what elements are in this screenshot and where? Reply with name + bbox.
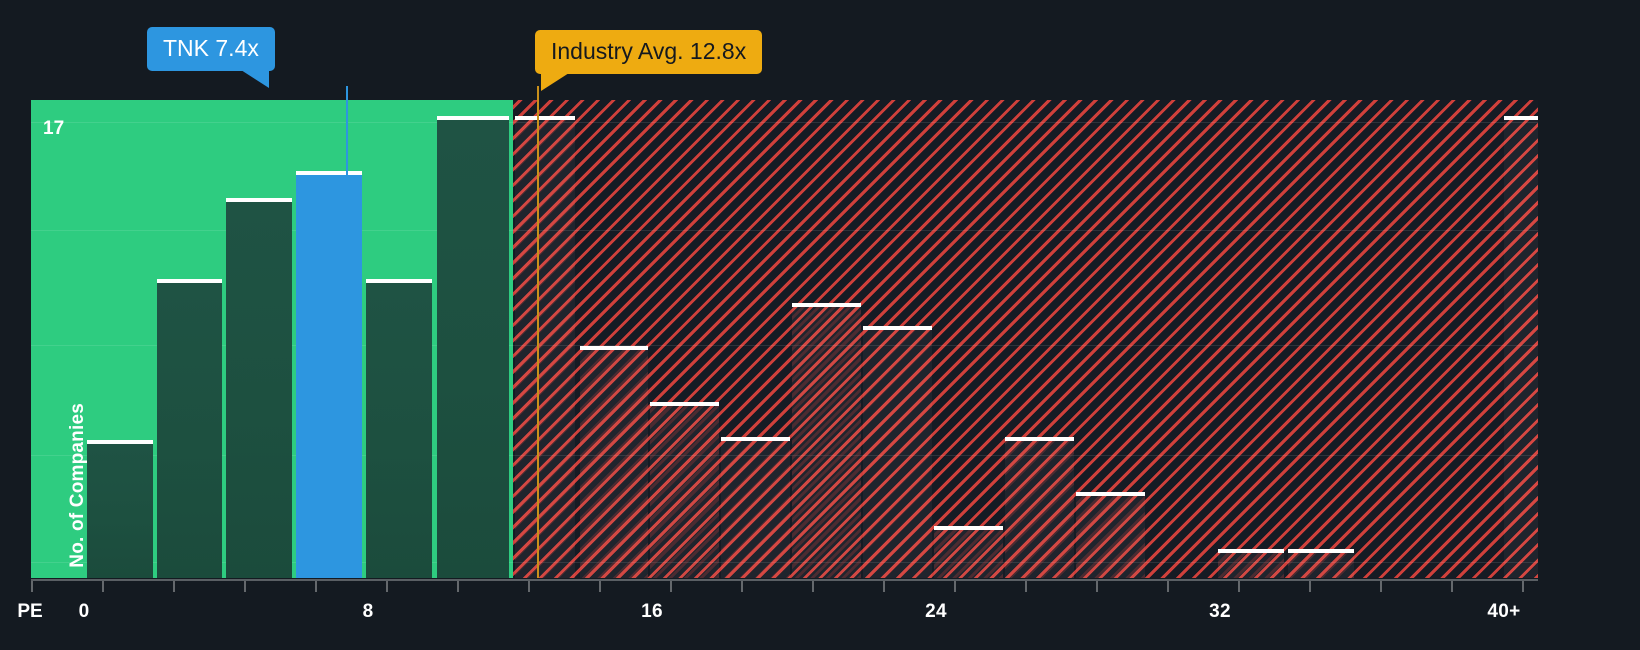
bar-hatch bbox=[1005, 441, 1074, 578]
x-tick bbox=[670, 581, 672, 592]
tnk-callout-tail bbox=[240, 70, 269, 89]
x-tick bbox=[1451, 581, 1453, 592]
x-tick-label-0: 0 bbox=[78, 601, 90, 622]
bar-4-6[interactable] bbox=[226, 198, 292, 578]
bar-26-28[interactable] bbox=[934, 526, 1003, 578]
bar-cap bbox=[226, 198, 292, 202]
x-tick bbox=[1238, 581, 1240, 592]
x-tick bbox=[528, 581, 530, 592]
bar-36-38[interactable] bbox=[1288, 549, 1354, 578]
bar-cap bbox=[1218, 549, 1284, 553]
bar-18-20[interactable] bbox=[650, 402, 719, 578]
bar-hatch bbox=[721, 441, 790, 578]
bar-22-24[interactable] bbox=[792, 303, 861, 578]
x-tick bbox=[244, 581, 246, 592]
bar-cap bbox=[1504, 116, 1538, 120]
x-tick bbox=[173, 581, 175, 592]
x-axis-title: PE bbox=[17, 601, 43, 622]
bar-cap bbox=[934, 526, 1003, 530]
tnk-marker-line bbox=[346, 86, 348, 181]
x-tick bbox=[812, 581, 814, 592]
bar-cap bbox=[650, 402, 719, 406]
bar-cap bbox=[437, 116, 509, 120]
bar-cap bbox=[1005, 437, 1074, 441]
bar-cap bbox=[515, 116, 575, 120]
x-tick-label-8: 8 bbox=[362, 601, 374, 622]
bar-0-2[interactable] bbox=[87, 440, 153, 578]
bar-hatch bbox=[580, 350, 648, 578]
x-tick bbox=[457, 581, 459, 592]
bar-hatch bbox=[650, 406, 719, 578]
x-axis-line bbox=[31, 579, 1538, 581]
x-tick-label-40: 40+ bbox=[1487, 601, 1521, 622]
x-tick bbox=[315, 581, 317, 592]
bar-cap bbox=[1076, 492, 1145, 496]
bar-cap bbox=[157, 279, 222, 283]
bar-40-plus[interactable] bbox=[1504, 116, 1538, 578]
bar-cap bbox=[87, 440, 153, 444]
tnk-callout-label: TNK 7.4x bbox=[163, 35, 259, 61]
bar-6-8-highlight[interactable] bbox=[296, 171, 362, 578]
bar-12-14[interactable] bbox=[515, 116, 575, 578]
x-tick bbox=[102, 581, 104, 592]
bar-30-32[interactable] bbox=[1076, 492, 1145, 578]
x-tick-label-32: 32 bbox=[1209, 601, 1231, 622]
overvalued-region bbox=[513, 100, 1538, 578]
x-tick-label-16: 16 bbox=[641, 601, 663, 622]
x-tick bbox=[31, 581, 33, 592]
x-tick bbox=[1167, 581, 1169, 592]
x-tick bbox=[1096, 581, 1098, 592]
y-axis-max-label: 17 bbox=[43, 118, 65, 139]
bar-cap bbox=[296, 171, 362, 175]
bar-hatch bbox=[1288, 553, 1354, 578]
bar-hatch bbox=[1218, 553, 1284, 578]
bar-28-30[interactable] bbox=[1005, 437, 1074, 578]
bar-2-4[interactable] bbox=[157, 279, 222, 578]
y-axis-title: No. of Companies bbox=[67, 403, 88, 568]
x-tick bbox=[1522, 581, 1524, 592]
x-tick bbox=[954, 581, 956, 592]
x-tick bbox=[386, 581, 388, 592]
bar-cap bbox=[580, 346, 648, 350]
red-hatch-pattern bbox=[513, 100, 1538, 578]
x-tick bbox=[741, 581, 743, 592]
industry-avg-callout[interactable]: Industry Avg. 12.8x bbox=[535, 30, 763, 92]
x-tick bbox=[1309, 581, 1311, 592]
bar-cap bbox=[721, 437, 790, 441]
bar-16-18[interactable] bbox=[580, 346, 648, 578]
bar-hatch bbox=[863, 330, 932, 578]
tnk-callout[interactable]: TNK 7.4x bbox=[147, 27, 275, 89]
bar-8-10[interactable] bbox=[366, 279, 432, 578]
bar-hatch bbox=[792, 307, 861, 578]
bar-24-26[interactable] bbox=[863, 326, 932, 578]
x-tick bbox=[599, 581, 601, 592]
bar-hatch bbox=[934, 530, 1003, 578]
bar-cap bbox=[863, 326, 932, 330]
bar-34-36[interactable] bbox=[1218, 549, 1284, 578]
x-tick-label-24: 24 bbox=[925, 601, 947, 622]
bar-10-12[interactable] bbox=[437, 116, 509, 578]
x-tick bbox=[1025, 581, 1027, 592]
industry-avg-callout-label: Industry Avg. 12.8x bbox=[551, 38, 747, 64]
x-tick bbox=[1380, 581, 1382, 592]
bar-hatch bbox=[1504, 120, 1538, 578]
plot-area: 17 No. of Companies bbox=[31, 100, 1538, 578]
bar-cap bbox=[366, 279, 432, 283]
bar-cap bbox=[792, 303, 861, 307]
industry-avg-marker-line bbox=[537, 86, 539, 578]
bar-cap bbox=[1288, 549, 1354, 553]
bar-20-22[interactable] bbox=[721, 437, 790, 578]
x-tick bbox=[883, 581, 885, 592]
industry-avg-callout-tail bbox=[541, 73, 569, 92]
bar-hatch bbox=[515, 120, 575, 578]
bar-hatch bbox=[1076, 496, 1145, 578]
